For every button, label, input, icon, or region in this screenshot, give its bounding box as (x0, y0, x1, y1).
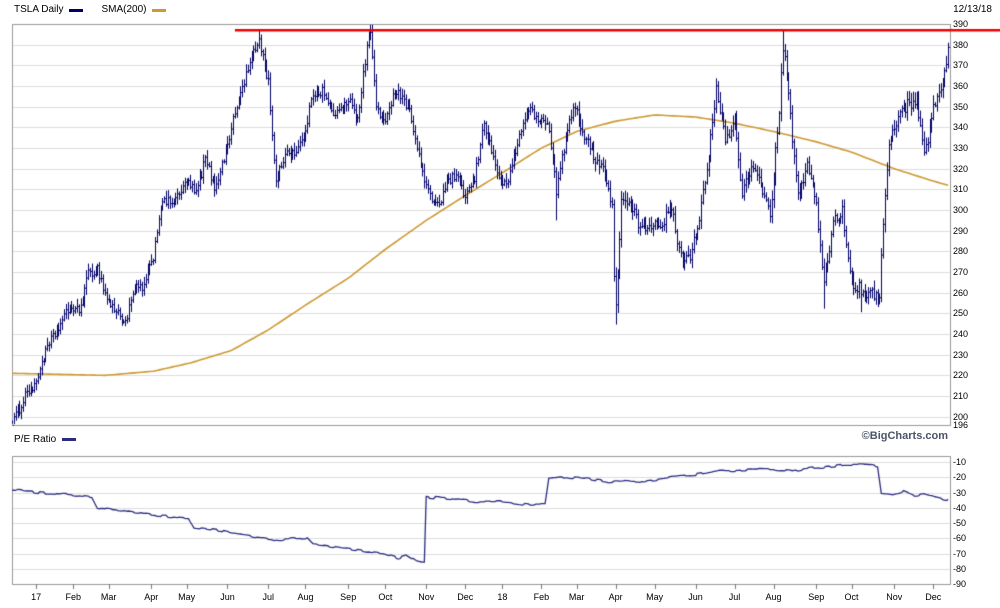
month-label: 17 (31, 592, 42, 602)
price-tick-label: 230 (953, 349, 969, 360)
month-label: Mar (100, 592, 117, 602)
pe-series-swatch (62, 438, 77, 441)
pe-tick-label: -50 (953, 518, 967, 528)
price-tick-label: 310 (953, 184, 969, 195)
month-label: Jul (262, 592, 275, 602)
price-tick-label: 240 (953, 329, 969, 340)
price-tick-label: 330 (953, 143, 969, 154)
price-series-swatch (69, 8, 84, 12)
pe-tick-label: -10 (953, 457, 967, 467)
watermark: ©BigCharts.com (861, 430, 948, 442)
price-tick-label: 320 (953, 163, 969, 174)
pe-tick-label: -60 (953, 533, 967, 544)
month-label: Apr (144, 592, 159, 602)
symbol-series-label: TSLA Daily (14, 4, 64, 15)
price-tick-label: 270 (953, 267, 969, 278)
month-label: Jul (728, 592, 741, 602)
sma-series-swatch (152, 8, 167, 12)
price-tick-label: 290 (953, 225, 969, 236)
sma-series-label: SMA(200) (101, 4, 147, 15)
month-label: Jun (220, 592, 235, 602)
price-tick-label: 220 (953, 370, 969, 381)
month-label: Jun (688, 592, 703, 602)
month-label: Dec (925, 592, 942, 602)
main-legend: TSLA Daily SMA(200) (14, 4, 167, 16)
month-label: Nov (418, 592, 435, 602)
price-tick-label: 196 (953, 420, 969, 430)
price-tick-label: 350 (953, 101, 969, 112)
price-tick-label: 280 (953, 246, 969, 257)
pe-tick-label: -70 (953, 548, 967, 559)
price-tick-label: 300 (953, 205, 969, 216)
pe-tick-label: -30 (953, 487, 967, 498)
pe-tick-label: -90 (953, 579, 967, 589)
price-tick-label: 380 (953, 39, 969, 50)
price-tick-label: 360 (953, 81, 969, 91)
month-label: May (646, 592, 664, 602)
month-label: May (178, 592, 196, 602)
month-label: Aug (297, 592, 314, 602)
month-label: Feb (65, 592, 82, 602)
month-label: Nov (886, 592, 903, 602)
price-tick-label: 200 (953, 411, 969, 422)
price-tick-label: 390 (953, 19, 969, 29)
price-tick-label: 340 (953, 122, 969, 133)
price-tick-label: 370 (953, 60, 969, 71)
month-label: Feb (533, 592, 550, 602)
pe-tick-label: -80 (953, 563, 967, 574)
price-tick-label: 250 (953, 308, 969, 319)
pe-tick-label: -20 (953, 472, 967, 483)
month-label: Aug (765, 592, 782, 602)
month-label: Mar (568, 592, 585, 602)
price-tick-label: 260 (953, 287, 969, 298)
month-label: Oct (378, 592, 393, 602)
month-label: Apr (608, 592, 623, 602)
month-label: Oct (844, 592, 859, 602)
last-date-label: 12/13/18 (953, 4, 992, 15)
month-label: Sep (340, 592, 357, 602)
month-label: Sep (808, 592, 825, 602)
pe-legend: P/E Ratio (14, 434, 77, 445)
month-label: Dec (457, 592, 474, 602)
pe-tick-label: -40 (953, 502, 967, 513)
month-label: 18 (497, 592, 508, 602)
price-tick-label: 210 (953, 391, 969, 402)
pe-series-label: P/E Ratio (14, 434, 57, 445)
